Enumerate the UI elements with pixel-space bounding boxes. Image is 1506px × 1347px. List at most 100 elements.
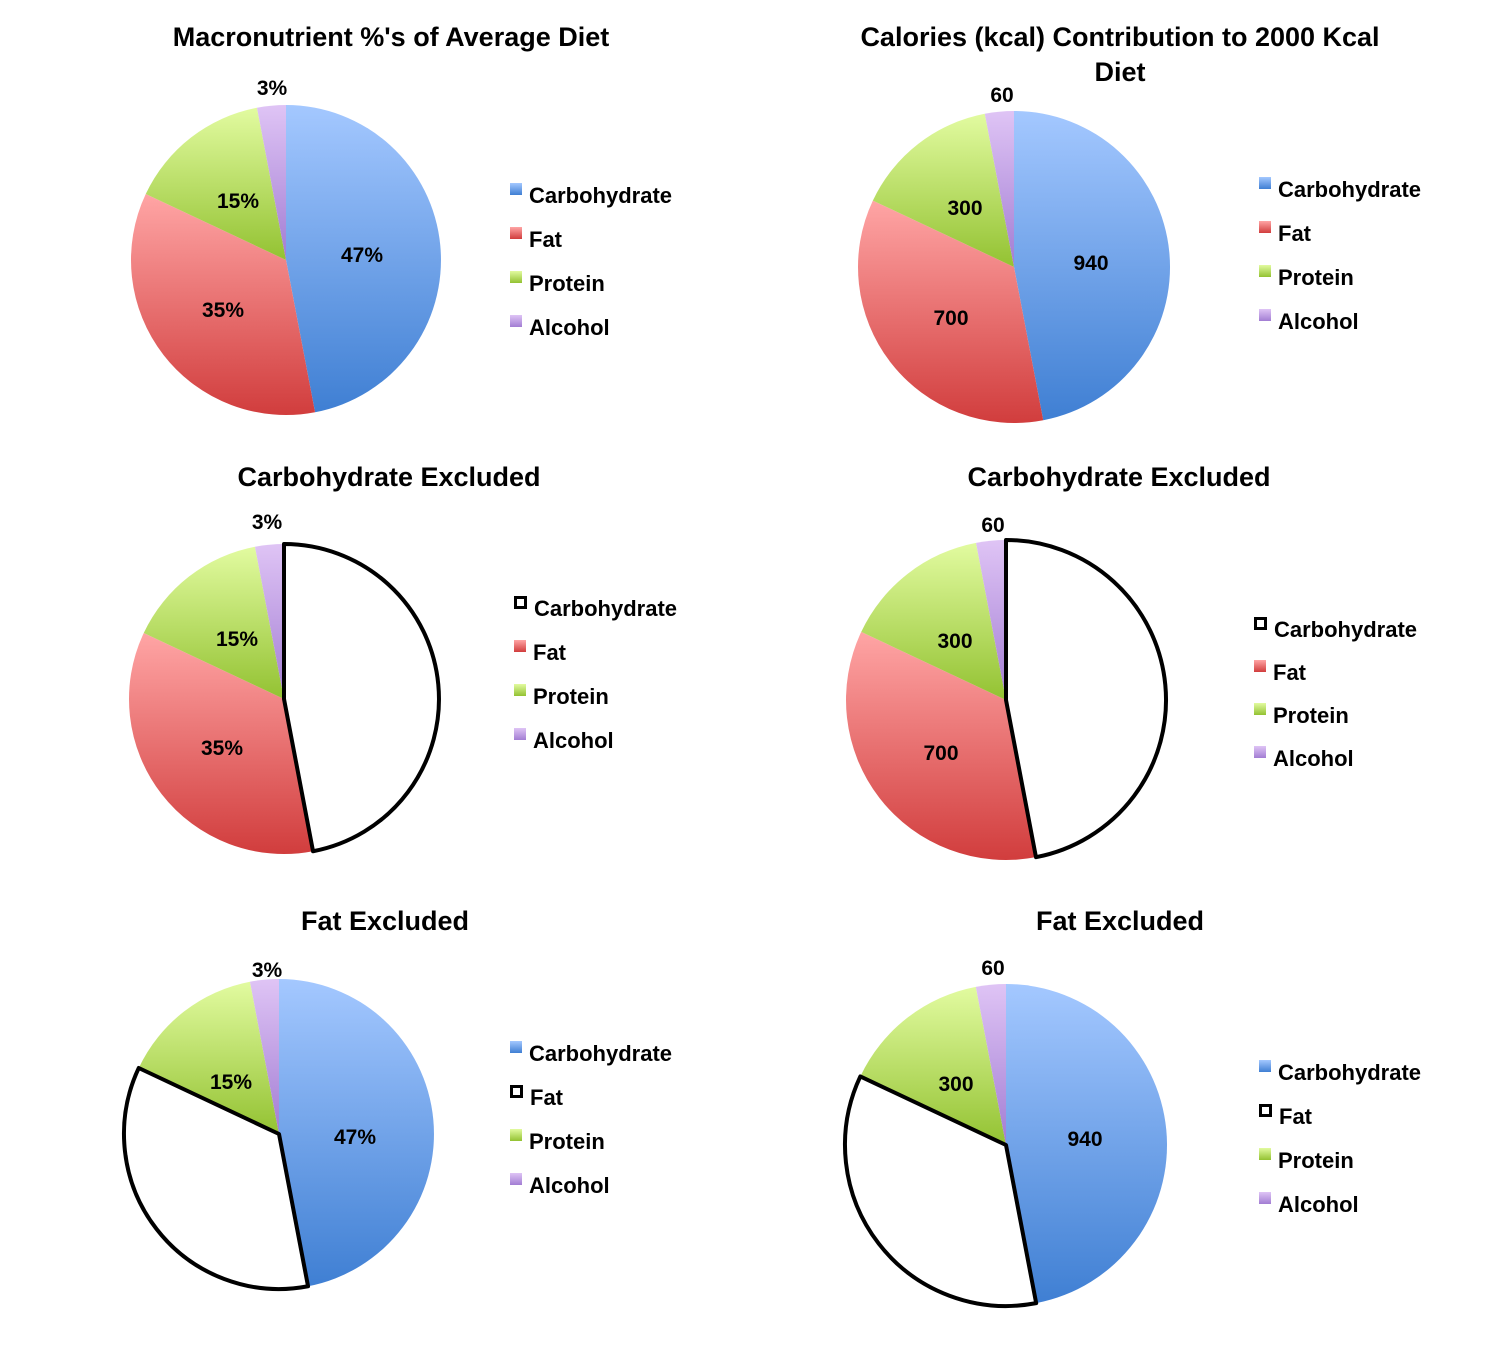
data-label-alcohol: 3% bbox=[252, 511, 283, 534]
data-label-protein: 15% bbox=[210, 1071, 252, 1094]
pie-slice-alcohol bbox=[975, 984, 1006, 1145]
legend-swatch-fat bbox=[514, 640, 526, 652]
chart-title: Carbohydrate Excluded bbox=[237, 462, 540, 492]
chart-title: Calories (kcal) Contribution to 2000 Kca… bbox=[860, 22, 1379, 52]
pie-slice-fat-excluded bbox=[843, 1074, 1039, 1308]
chart-calories-carbohydrate-excluded: Carbohydrate Excluded 700 300 60 Carbohydrat… bbox=[753, 445, 1506, 885]
pie-slice-protein bbox=[861, 542, 1006, 700]
pie-slice-carbohydrate bbox=[279, 979, 434, 1287]
legend-swatch-fat bbox=[1259, 221, 1271, 233]
data-label-fat: 700 bbox=[923, 742, 958, 765]
legend-swatch-fat bbox=[1254, 660, 1266, 672]
legend-label-carbohydrate: Carbohydrate bbox=[529, 1041, 672, 1066]
pie-slice-alcohol bbox=[256, 105, 286, 260]
pie-slice-protein bbox=[143, 546, 284, 699]
pie-slice-fat bbox=[858, 200, 1044, 424]
legend-swatch-alcohol bbox=[510, 315, 522, 327]
pie-slice-fat-excluded bbox=[122, 1066, 311, 1291]
pie-slice-carbohydrate bbox=[286, 105, 441, 413]
data-label-alcohol: 3% bbox=[252, 959, 283, 982]
pie-slice-fat bbox=[846, 631, 1036, 861]
pie-slice-fat bbox=[130, 194, 316, 415]
legend-swatch-alcohol bbox=[510, 1173, 522, 1185]
pie-chart-svg: Fat Excluded 47% 15% 3% Carbohydrate Fat Prote… bbox=[122, 906, 672, 1291]
pie-slice-carbohydrate bbox=[1006, 984, 1168, 1304]
pie-slice-alcohol bbox=[984, 111, 1014, 267]
chart-percent-fat-excluded: Fat Excluded 47% 15% 3% Carbohydrate Fat Prote… bbox=[0, 890, 753, 1330]
legend-label-alcohol: Alcohol bbox=[533, 728, 614, 753]
legend-swatch-protein bbox=[1259, 265, 1271, 277]
chart-calories-fat-excluded: Fat Excluded 940 300 60 Carbohydrate Fat Prote… bbox=[753, 890, 1506, 1330]
data-label-carbohydrate: 47% bbox=[334, 1126, 376, 1149]
data-label-fat: 700 bbox=[933, 307, 968, 330]
pie-slice-protein bbox=[145, 107, 286, 260]
pie-slice-carbohydrate bbox=[1014, 111, 1171, 421]
data-label-carbohydrate: 47% bbox=[341, 244, 383, 267]
legend-swatch-alcohol bbox=[1259, 1192, 1271, 1204]
legend-label-protein: Protein bbox=[1278, 1148, 1354, 1173]
pie-slice-fat bbox=[128, 633, 314, 854]
data-label-fat: 35% bbox=[201, 737, 243, 760]
legend-swatch-protein bbox=[514, 684, 526, 696]
pie-slice-protein bbox=[872, 113, 1014, 267]
pie-slice-carbohydrate-excluded bbox=[282, 542, 441, 854]
legend-swatch-alcohol bbox=[514, 728, 526, 740]
chart-title: Fat Excluded bbox=[301, 906, 469, 936]
pie-chart-svg: Macronutrient %'s of Average Diet 47% 35% 1… bbox=[130, 22, 672, 415]
data-label-protein: 300 bbox=[938, 1073, 973, 1096]
legend-swatch-fat bbox=[510, 1085, 523, 1098]
pie-slice-alcohol bbox=[249, 979, 279, 1134]
pie-slice-alcohol bbox=[254, 544, 284, 699]
legend-label-fat: Fat bbox=[1278, 221, 1312, 246]
legend-label-alcohol: Alcohol bbox=[529, 1173, 610, 1198]
legend-swatch-alcohol bbox=[1259, 309, 1271, 321]
legend-label-fat: Fat bbox=[1273, 660, 1307, 685]
data-label-protein: 300 bbox=[947, 197, 982, 220]
legend-label-fat: Fat bbox=[530, 1085, 564, 1110]
legend-label-alcohol: Alcohol bbox=[1273, 746, 1354, 771]
legend-swatch-protein bbox=[510, 271, 522, 283]
legend-swatch-fat bbox=[1259, 1104, 1272, 1117]
pie-chart-svg: Fat Excluded 940 300 60 Carbohydrate Fat Prote… bbox=[843, 906, 1421, 1308]
data-label-protein: 300 bbox=[937, 630, 972, 653]
chart-title: Macronutrient %'s of Average Diet bbox=[173, 22, 610, 52]
legend-label-carbohydrate: Carbohydrate bbox=[1274, 617, 1417, 642]
legend-swatch-carbohydrate bbox=[514, 596, 527, 609]
legend-label-protein: Protein bbox=[1278, 265, 1354, 290]
legend-swatch-protein bbox=[1259, 1148, 1271, 1160]
chart-macronutrient-percent: Macronutrient %'s of Average Diet 47% 35% 1… bbox=[0, 0, 753, 440]
legend-label-protein: Protein bbox=[529, 1129, 605, 1154]
data-label-carbohydrate: 940 bbox=[1073, 252, 1108, 275]
chart-calories-contribution: Calories (kcal) Contribution to 2000 Kca… bbox=[753, 0, 1506, 440]
legend-swatch-carbohydrate bbox=[510, 1041, 522, 1053]
chart-title: Diet bbox=[1094, 57, 1145, 87]
pie-slice-alcohol bbox=[976, 540, 1006, 700]
legend-swatch-carbohydrate bbox=[1259, 177, 1271, 189]
data-label-carbohydrate: 940 bbox=[1067, 1128, 1102, 1151]
legend-label-carbohydrate: Carbohydrate bbox=[529, 183, 672, 208]
legend-label-carbohydrate: Carbohydrate bbox=[1278, 177, 1421, 202]
legend-label-protein: Protein bbox=[1273, 703, 1349, 728]
legend-swatch-carbohydrate bbox=[510, 183, 522, 195]
pie-chart-svg: Carbohydrate Excluded 35% 15% 3% Carbohydrat… bbox=[128, 462, 677, 854]
data-label-alcohol: 60 bbox=[981, 957, 1004, 980]
data-label-alcohol: 3% bbox=[257, 77, 288, 100]
legend-label-alcohol: Alcohol bbox=[1278, 1192, 1359, 1217]
legend-label-carbohydrate: Carbohydrate bbox=[534, 596, 677, 621]
legend-label-carbohydrate: Carbohydrate bbox=[1278, 1060, 1421, 1085]
legend-swatch-fat bbox=[510, 227, 522, 239]
data-label-fat: 35% bbox=[202, 299, 244, 322]
legend-label-alcohol: Alcohol bbox=[1278, 309, 1359, 334]
pie-slice-protein bbox=[860, 986, 1006, 1145]
pie-chart-svg: Calories (kcal) Contribution to 2000 Kca… bbox=[858, 22, 1421, 424]
legend-swatch-protein bbox=[510, 1129, 522, 1141]
legend-swatch-alcohol bbox=[1254, 746, 1266, 758]
data-label-alcohol: 60 bbox=[990, 84, 1013, 107]
data-label-protein: 15% bbox=[216, 628, 258, 651]
chart-title: Fat Excluded bbox=[1036, 906, 1204, 936]
legend-label-protein: Protein bbox=[529, 271, 605, 296]
pie-chart-svg: Carbohydrate Excluded 700 300 60 Carbohydrat… bbox=[846, 462, 1417, 861]
pie-slice-protein bbox=[138, 981, 279, 1134]
legend-swatch-carbohydrate bbox=[1259, 1060, 1271, 1072]
legend-label-fat: Fat bbox=[1279, 1104, 1313, 1129]
